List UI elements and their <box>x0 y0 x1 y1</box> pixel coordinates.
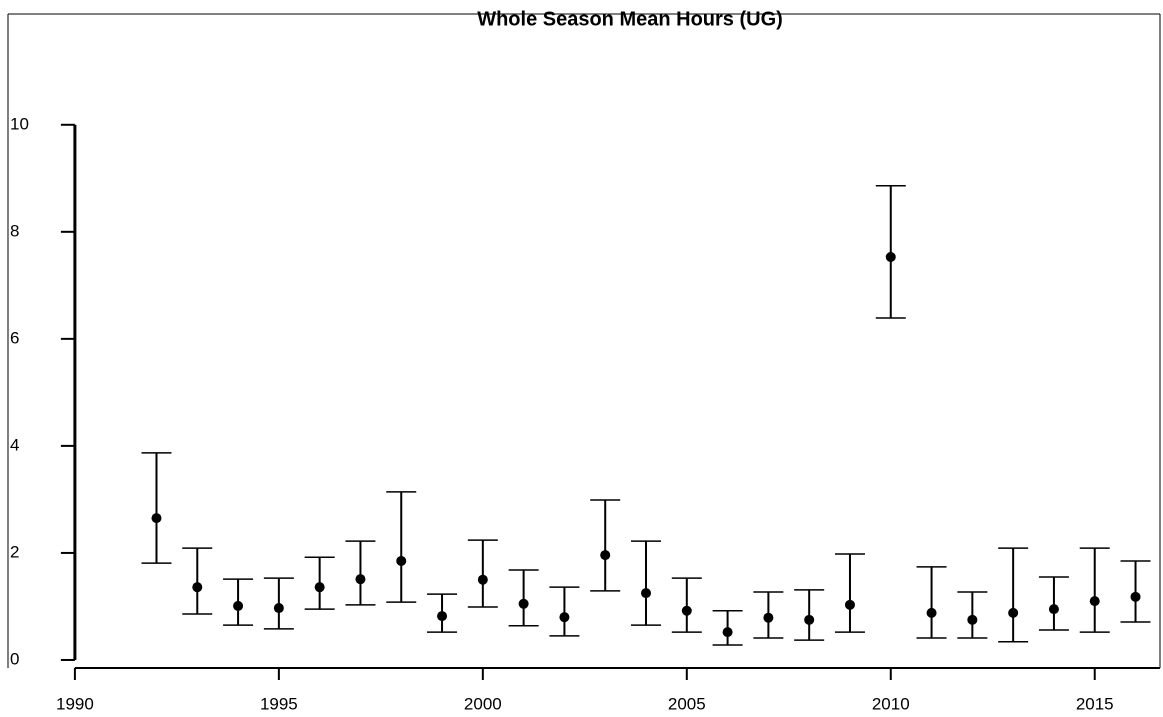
point <box>1130 591 1141 602</box>
point <box>1048 604 1059 615</box>
point <box>804 614 815 625</box>
point <box>151 513 162 524</box>
point <box>600 550 611 561</box>
point <box>437 611 448 622</box>
point <box>233 600 244 611</box>
y-tick-label: 6 <box>10 328 19 347</box>
x-tick-label: 2015 <box>1076 694 1114 713</box>
point <box>1008 607 1019 618</box>
point <box>396 555 407 566</box>
point <box>477 574 488 585</box>
point <box>559 612 570 623</box>
x-tick-label: 2005 <box>668 694 706 713</box>
point <box>967 614 978 625</box>
y-tick-label: 2 <box>10 542 19 561</box>
point <box>885 251 896 262</box>
point <box>355 574 366 585</box>
point <box>1089 596 1100 607</box>
y-tick-label: 10 <box>10 114 29 133</box>
point <box>314 582 325 593</box>
point <box>844 599 855 610</box>
x-tick-label: 2010 <box>872 694 910 713</box>
chart-title: Whole Season Mean Hours (UG) <box>477 8 783 30</box>
point <box>192 582 203 593</box>
y-tick-label: 0 <box>10 649 19 668</box>
y-tick-label: 4 <box>10 435 19 454</box>
point <box>763 612 774 623</box>
point <box>722 627 733 638</box>
point <box>641 588 652 599</box>
y-tick-label: 8 <box>10 221 19 240</box>
x-tick-label: 2000 <box>464 694 502 713</box>
point <box>518 598 529 609</box>
point <box>926 607 937 618</box>
x-tick-label: 1995 <box>260 694 298 713</box>
point <box>681 605 692 616</box>
x-tick-label: 1990 <box>56 694 94 713</box>
point <box>273 603 284 614</box>
